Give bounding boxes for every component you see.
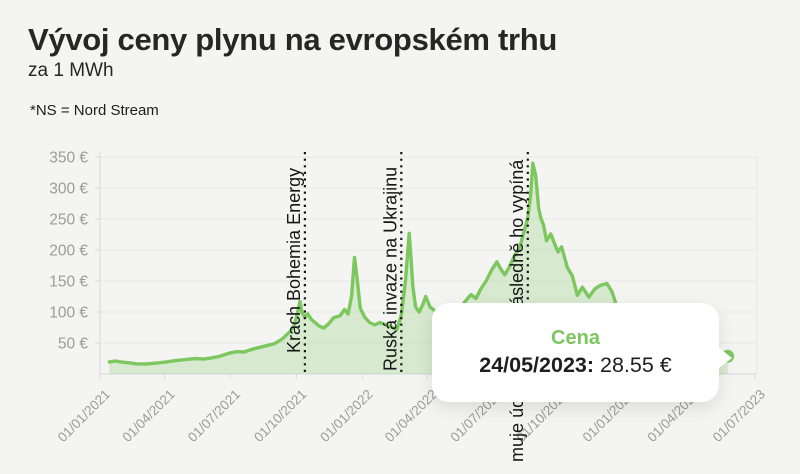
x-axis-label: 01/07/2021 (185, 387, 243, 445)
footnote-ns: *NS = Nord Stream (30, 102, 159, 119)
tooltip-date: 24/05/2023: (479, 353, 595, 377)
page-title: Vývoj ceny plynu na evropském trhu (28, 22, 558, 57)
x-axis-label: 01/10/2021 (251, 387, 309, 445)
x-axis-label: 01/04/2022 (382, 387, 440, 445)
y-axis-label: 50 € (58, 336, 89, 353)
tooltip-price: 28.55 € (600, 353, 672, 377)
x-axis-label: 01/01/2022 (317, 387, 375, 445)
tooltip-series-label: Cena (551, 327, 600, 349)
page-subtitle: za 1 MWh (28, 59, 114, 81)
y-axis-label: 200 € (49, 243, 88, 260)
chart-header: Vývoj ceny plynu na evropském trhu za 1 … (28, 22, 557, 82)
tooltip-pointer-icon (718, 347, 732, 369)
y-axis-label: 100 € (49, 305, 88, 322)
y-axis-label: 350 € (49, 150, 88, 167)
event-annotation-label: Krach Bohemia Energy (284, 168, 304, 353)
y-axis-label: 250 € (49, 212, 88, 229)
event-annotation-label: Ruská invaze na Ukrajinu (380, 167, 400, 371)
x-axis-label: 01/01/2021 (55, 387, 113, 445)
price-tooltip: Cena 24/05/2023: 28.55 € (432, 303, 732, 402)
price-line (107, 161, 730, 366)
x-axis-label: 01/07/2023 (710, 387, 768, 445)
tooltip-value-row: 24/05/2023: 28.55 € (479, 353, 671, 378)
x-axis-label: 01/04/2021 (119, 387, 177, 445)
y-axis-label: 150 € (49, 274, 88, 291)
y-axis-label: 300 € (49, 181, 88, 198)
